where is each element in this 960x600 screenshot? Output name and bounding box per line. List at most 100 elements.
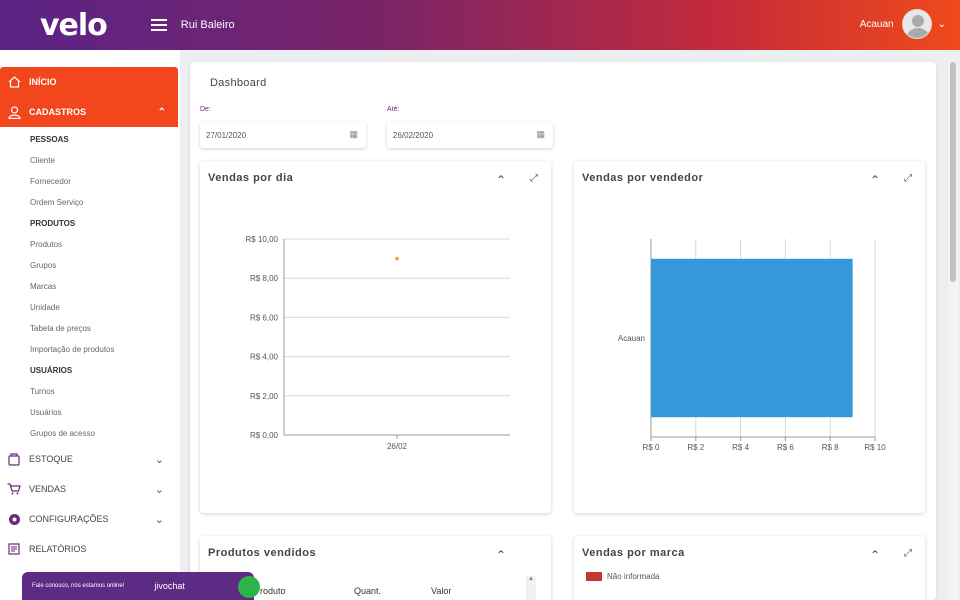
- expand-icon[interactable]: ⤢: [904, 173, 912, 184]
- panel-title: Vendas por marca: [582, 547, 685, 559]
- date-from-label: De:: [200, 106, 211, 113]
- submenu-item[interactable]: Fornecedor: [30, 177, 71, 186]
- bar: [651, 258, 853, 418]
- sidebar-item-relatorios[interactable]: RELATÓRIOS: [0, 534, 180, 564]
- calendar-icon[interactable]: ▦: [349, 129, 358, 139]
- expand-icon[interactable]: ⤢: [904, 548, 912, 559]
- chevron-down-icon[interactable]: ⌄: [154, 453, 164, 466]
- chart-legend[interactable]: Não informada: [586, 572, 660, 582]
- chevron-down-icon[interactable]: ⌄: [154, 513, 164, 526]
- chevron-down-icon[interactable]: ⌄: [154, 483, 164, 496]
- date-to-value: 26/02/2020: [393, 131, 434, 140]
- scrollbar-thumb[interactable]: [950, 62, 956, 282]
- x-tick-label: R$ 2: [687, 443, 704, 452]
- report-icon: [6, 541, 22, 557]
- y-tick-label: R$ 2,00: [250, 392, 279, 401]
- column-header[interactable]: Quant.: [354, 586, 382, 596]
- panel-title: Vendas por vendedor: [582, 172, 704, 184]
- date-from-field[interactable]: 27/01/2020 ▦: [200, 122, 366, 148]
- sidebar-item-vendas[interactable]: VENDAS ⌄: [0, 474, 180, 504]
- chevron-up-icon[interactable]: ⌃: [870, 173, 881, 187]
- data-point: [395, 256, 399, 261]
- x-tick-label: R$ 8: [822, 443, 839, 452]
- expand-icon[interactable]: ⤢: [530, 173, 538, 184]
- submenu-item[interactable]: Usuários: [30, 408, 62, 417]
- top-header: velo Rui Baleiro Acauan ⌄: [0, 0, 960, 50]
- submenu-item[interactable]: Unidade: [30, 303, 60, 312]
- scroll-up-icon[interactable]: ▲: [528, 576, 534, 582]
- submenu-item[interactable]: Produtos: [30, 240, 63, 249]
- home-icon: [6, 74, 22, 90]
- cadastros-submenu: PESSOAS Cliente Fornecedor Ordem Serviço PRO…: [0, 127, 180, 444]
- submenu-item[interactable]: Marcas: [30, 282, 57, 291]
- sidebar-item-cadastros[interactable]: CADASTROS ⌃: [0, 97, 178, 127]
- chevron-up-icon[interactable]: ⌃: [870, 548, 881, 562]
- dashboard-card: Dashboard De: 27/01/2020 ▦ Até: 26/02/20…: [190, 62, 936, 600]
- date-to-label: Até:: [387, 106, 400, 113]
- sidebar: INÍCIO CADASTROS ⌃ PESSOAS Cliente Fornece…: [0, 50, 180, 600]
- sidebar-item-label: VENDAS: [29, 484, 67, 494]
- submenu-item[interactable]: Turnos: [30, 387, 55, 396]
- sidebar-item-label: RELATÓRIOS: [29, 544, 87, 554]
- chat-widget[interactable]: Fale conosco, nós estamos online! jivoch…: [22, 572, 260, 600]
- y-tick-label: R$ 8,00: [250, 274, 279, 283]
- page-scrollbar[interactable]: [948, 62, 958, 600]
- user-name: Acauan: [859, 18, 894, 30]
- submenu-item[interactable]: Importação de produtos: [30, 345, 115, 354]
- y-tick-label: Acauan: [618, 334, 645, 343]
- sidebar-item-configuracoes[interactable]: CONFIGURAÇÕES ⌄: [0, 504, 180, 534]
- chat-brand: jivochat: [154, 581, 185, 591]
- menu-icon[interactable]: [150, 19, 167, 31]
- calendar-icon[interactable]: ▦: [536, 129, 545, 139]
- user-icon: [6, 104, 22, 120]
- sidebar-item-inicio[interactable]: INÍCIO: [0, 67, 178, 97]
- company-name: Rui Baleiro: [180, 19, 235, 31]
- submenu-item[interactable]: Ordem Serviço: [30, 198, 84, 207]
- y-tick-label: R$ 0,00: [250, 431, 279, 440]
- sidebar-item-label: CADASTROS: [29, 107, 87, 117]
- submenu-item[interactable]: Tabela de preços: [30, 324, 91, 333]
- sidebar-item-label: CONFIGURAÇÕES: [29, 514, 109, 524]
- submenu-item[interactable]: Cliente: [30, 156, 55, 165]
- submenu-item[interactable]: Grupos: [30, 261, 57, 270]
- gear-icon: [6, 511, 22, 527]
- velo-logo[interactable]: velo: [40, 7, 108, 43]
- vendas-por-dia-panel: Vendas por dia ⌃ ⤢ R$ 10,00 R$ 8,00 R$ 6,0…: [200, 161, 551, 513]
- x-tick-label: R$ 0: [643, 443, 660, 452]
- x-tick-label: 26/02: [387, 442, 408, 451]
- table-scrollbar[interactable]: ▲: [526, 576, 536, 600]
- chevron-down-icon[interactable]: ⌄: [937, 18, 946, 30]
- legend-label: Não informada: [607, 572, 660, 581]
- x-tick-label: R$ 4: [732, 443, 749, 452]
- cart-icon: [6, 481, 22, 497]
- x-tick-label: R$ 10: [864, 443, 886, 452]
- y-tick-label: R$ 10,00: [246, 235, 279, 244]
- x-tick-label: R$ 6: [777, 443, 794, 452]
- y-tick-label: R$ 6,00: [250, 313, 279, 322]
- vendas-por-vendedor-panel: Vendas por vendedor ⌃ ⤢ R$ 0 R$ 2 R$ 4 R$ 6…: [574, 161, 925, 513]
- user-menu[interactable]: Acauan ⌄: [860, 9, 946, 39]
- panel-title: Produtos vendidos: [208, 547, 317, 559]
- chat-status-icon[interactable]: [238, 576, 260, 598]
- avatar[interactable]: [901, 9, 932, 39]
- column-header[interactable]: Produto: [254, 586, 286, 596]
- submenu-item[interactable]: Grupos de acesso: [30, 429, 95, 438]
- sidebar-item-label: ESTOQUE: [29, 454, 73, 464]
- box-icon: [6, 451, 22, 467]
- chevron-up-icon[interactable]: ⌃: [496, 173, 507, 187]
- vendas-por-dia-chart: R$ 10,00 R$ 8,00 R$ 6,00 R$ 4,00 R$ 2,00 R$ 0…: [246, 235, 510, 451]
- submenu-heading: PRODUTOS: [30, 219, 76, 228]
- date-to-field[interactable]: 26/02/2020 ▦: [387, 122, 553, 148]
- chat-message: Fale conosco, nós estamos online!: [32, 583, 125, 589]
- vendas-por-vendedor-chart: R$ 0 R$ 2 R$ 4 R$ 6 R$ 8 R$ 10 Acauan: [618, 239, 886, 452]
- panel-title: Vendas por dia: [208, 172, 294, 184]
- submenu-heading: PESSOAS: [30, 135, 69, 144]
- chevron-up-icon[interactable]: ⌃: [157, 106, 166, 118]
- sidebar-item-estoque[interactable]: ESTOQUE ⌄: [0, 444, 180, 474]
- sidebar-item-label: INÍCIO: [29, 77, 57, 87]
- vendas-por-marca-panel: Vendas por marca ⌃ ⤢ Não informada: [574, 536, 925, 600]
- chevron-up-icon[interactable]: ⌃: [496, 548, 507, 562]
- column-header[interactable]: Valor: [431, 586, 452, 596]
- page-title: Dashboard: [210, 77, 267, 89]
- legend-swatch: [586, 572, 602, 582]
